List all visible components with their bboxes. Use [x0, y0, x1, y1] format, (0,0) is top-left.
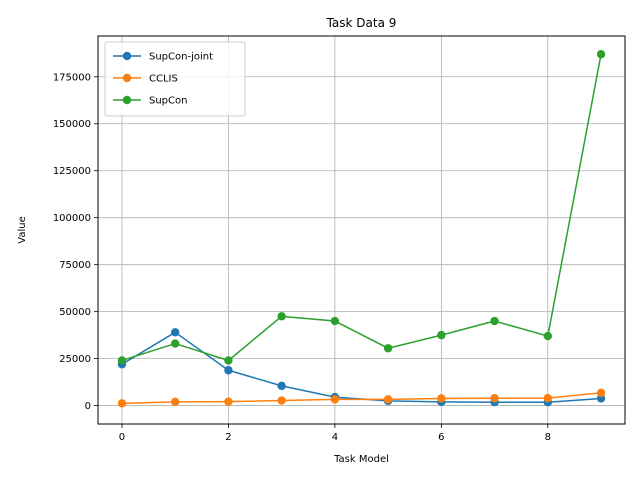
data-point [543, 393, 553, 403]
y-tick-label: 150000 [53, 119, 91, 130]
y-tick-label: 25000 [59, 354, 91, 365]
data-point [170, 328, 180, 337]
series-supcon [117, 50, 606, 365]
data-point [330, 395, 340, 404]
x-tick-label: 0 [119, 432, 125, 443]
data-point [596, 50, 606, 59]
x-tick-label: 4 [332, 432, 338, 443]
y-tick-label: 125000 [53, 166, 91, 177]
x-tick-label: 2 [225, 432, 231, 443]
legend-box [104, 41, 246, 117]
y-tick-label: 0 [85, 401, 91, 412]
data-point [117, 356, 127, 365]
y-axis-title: Value [17, 216, 28, 243]
data-point [170, 339, 180, 348]
data-point [170, 397, 180, 407]
data-point [383, 344, 393, 353]
y-tick-label: 75000 [59, 260, 91, 271]
legend-label: CCLIS [149, 74, 178, 85]
data-point [224, 356, 233, 365]
series-line [121, 392, 602, 405]
legend-item: SupCon-joint [113, 52, 213, 63]
data-point [117, 399, 127, 408]
data-point [437, 330, 446, 340]
legend-marker [122, 95, 132, 105]
series-lines [117, 50, 606, 408]
x-tick-label: 6 [438, 432, 444, 443]
y-tick-label: 100000 [53, 213, 91, 224]
data-point [277, 396, 286, 405]
series-cclis [117, 388, 606, 408]
y-tick-label: 175000 [53, 72, 91, 83]
legend-item: SupCon [113, 96, 187, 107]
data-point [596, 388, 606, 398]
legend: SupCon-joint CCLIS SupCon [104, 41, 246, 117]
y-tick-label: 50000 [59, 307, 91, 318]
axis-ticks: 0 2 4 6 8 0 25000 50000 75000 100000 125000 150000 1… [53, 72, 551, 443]
legend-label: SupCon [149, 96, 187, 107]
grid [98, 36, 625, 424]
legend-marker [122, 73, 132, 83]
data-point [383, 395, 393, 404]
data-point [277, 381, 286, 391]
plot-area-frame [97, 35, 626, 425]
data-point [490, 316, 499, 326]
data-point [543, 331, 553, 341]
x-axis-title: Task Model [333, 454, 389, 465]
data-point [224, 397, 233, 406]
legend-item: CCLIS [113, 74, 178, 85]
data-point [224, 366, 233, 375]
data-point [330, 316, 340, 326]
data-point [490, 394, 499, 403]
data-point [277, 312, 286, 321]
legend-label: SupCon-joint [149, 52, 213, 63]
chart-title: Task Data 9 [326, 16, 397, 30]
legend-marker [122, 51, 132, 61]
data-point [437, 394, 446, 403]
x-tick-label: 8 [545, 432, 551, 443]
series-line [121, 54, 602, 362]
